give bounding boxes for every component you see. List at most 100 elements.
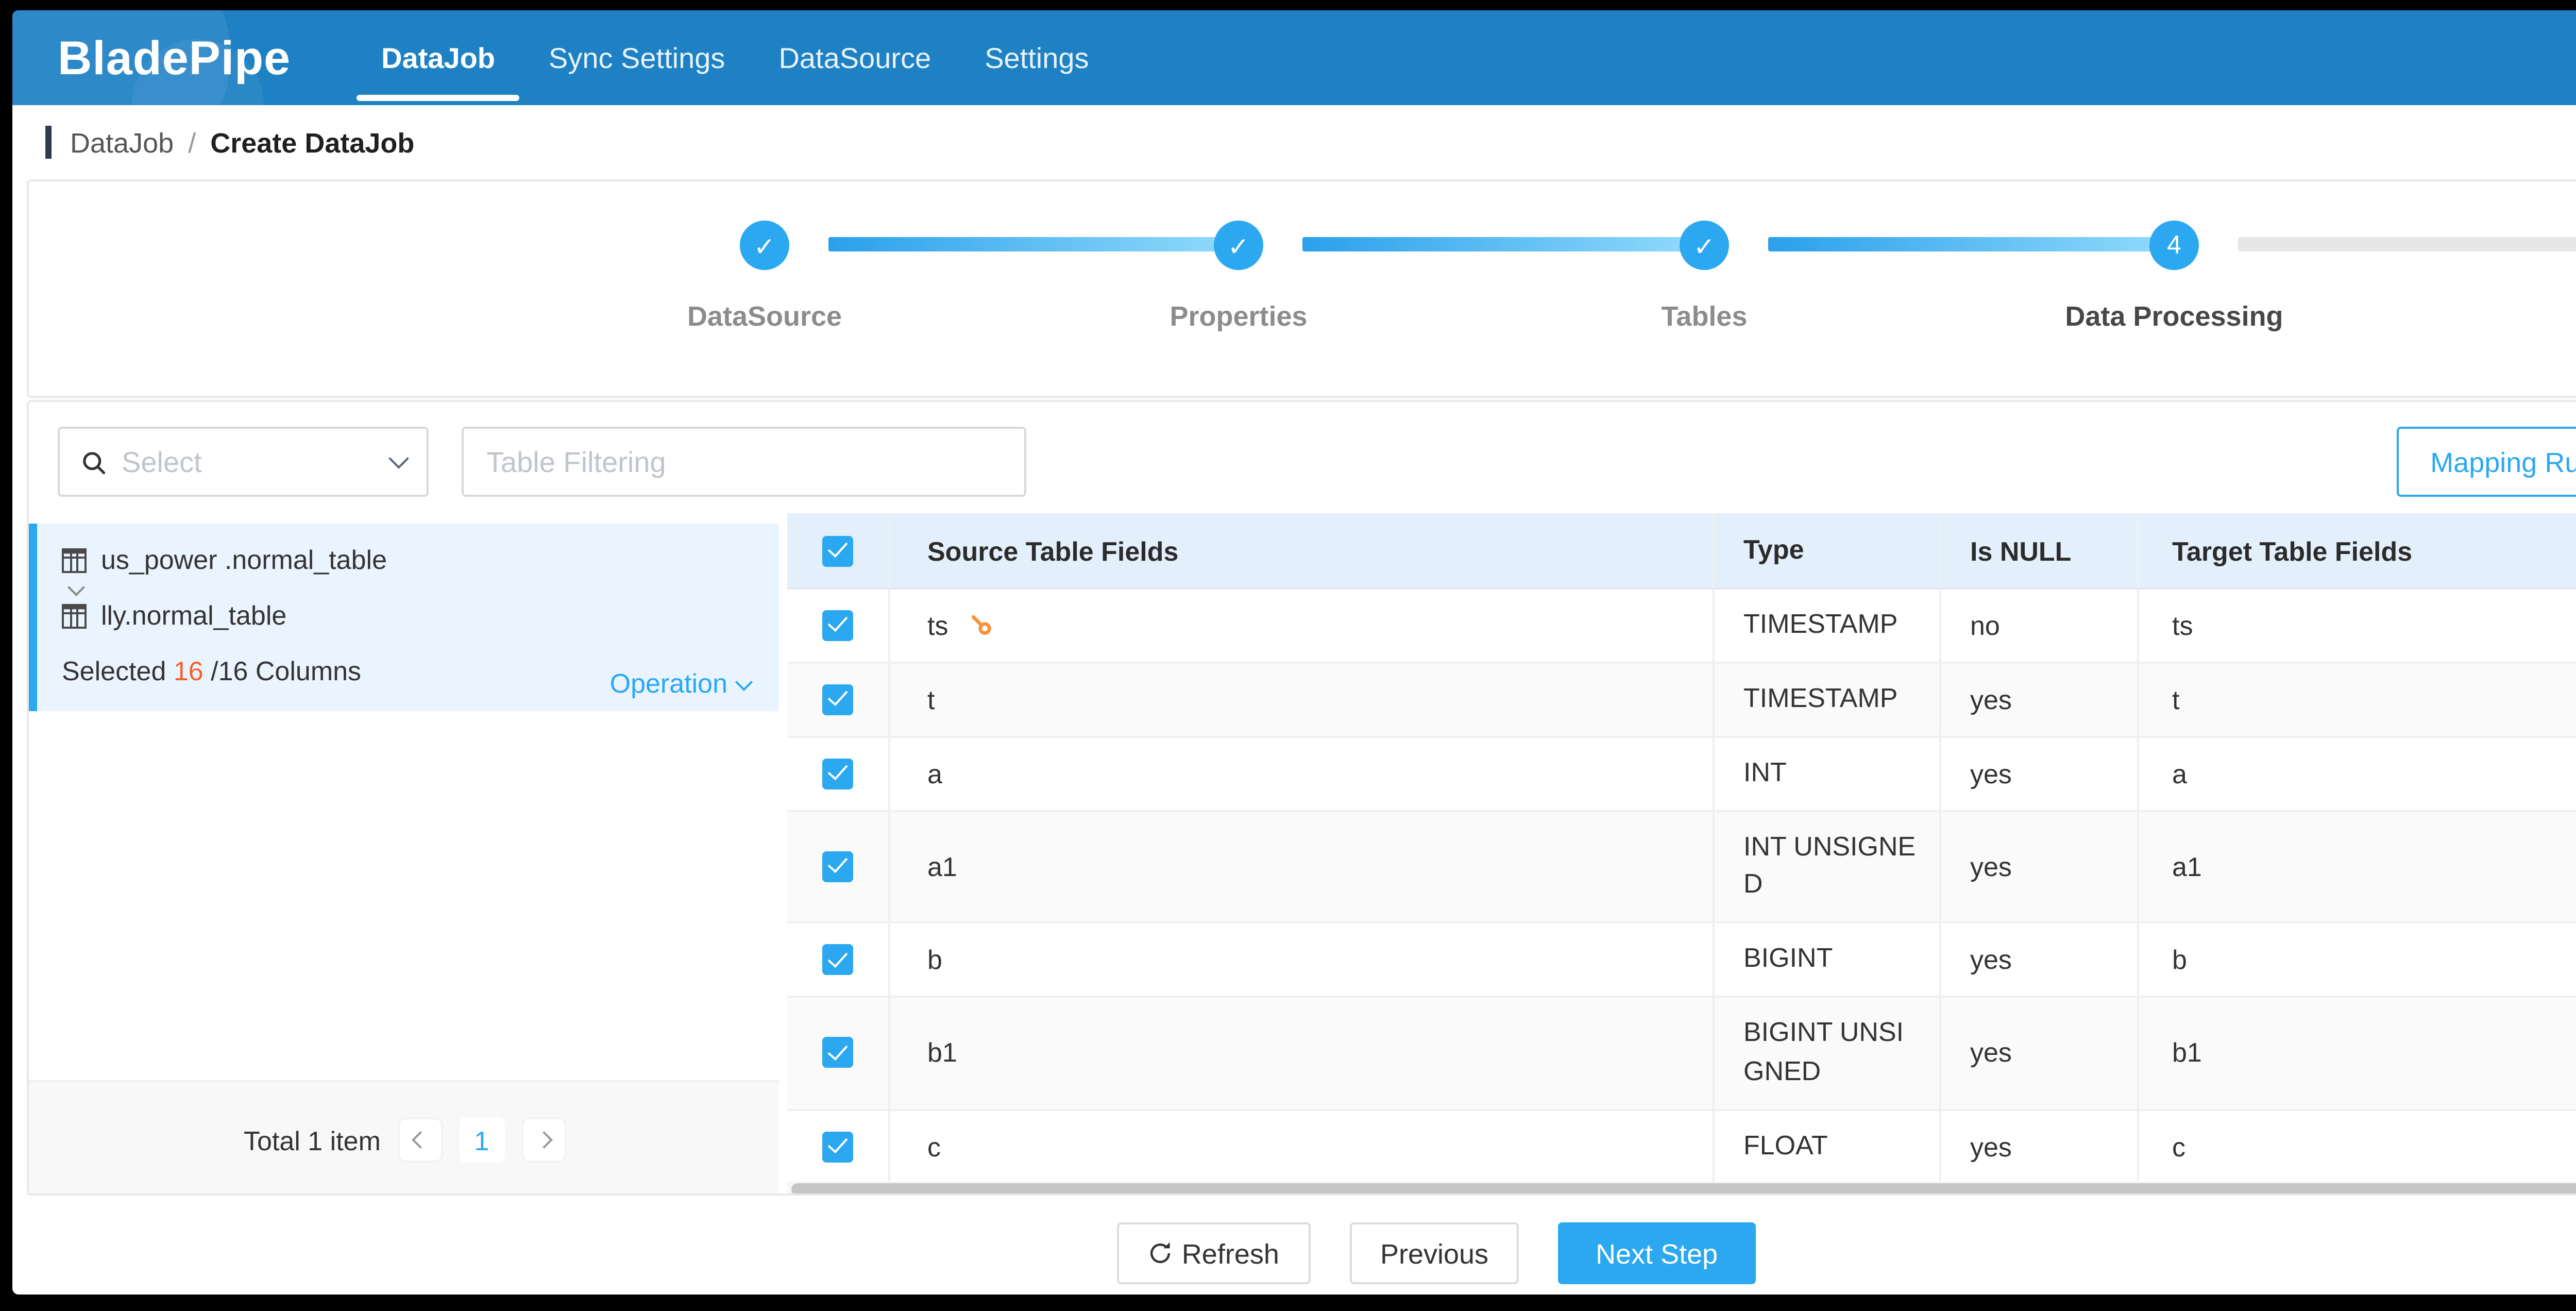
breadcrumb-accent-bar [45,126,52,159]
row-checkbox[interactable] [822,1131,853,1162]
nav-item-datasource[interactable]: DataSource [778,41,931,74]
source-field-cell: b [890,923,1715,996]
source-field-name: b1 [927,1037,957,1069]
target-field-select[interactable]: c [2139,1111,2576,1182]
source-field-name: t [927,684,935,715]
previous-button[interactable]: Previous [1349,1222,1520,1284]
pagination-page-1[interactable]: 1 [459,1117,504,1163]
top-nav: BladePipe DataJob Sync Settings DataSour… [12,10,2576,105]
target-field-name: b [2172,944,2187,976]
row-checkbox-cell [787,998,890,1108]
selected-count: 16 [173,656,204,686]
table-row: b1 BIGINT UNSIGNED yes b1 BIGINT yes [787,998,2576,1111]
target-field-select[interactable]: a [2139,737,2576,809]
step-4-circle: 4 [2149,221,2199,270]
operation-dropdown[interactable]: Operation [610,668,753,699]
next-step-button[interactable]: Next Step [1558,1222,1755,1284]
source-field-name: b [927,944,942,976]
source-field-cell: a [890,737,1715,810]
pagination-prev-button[interactable] [399,1119,440,1161]
nav-item-datajob[interactable]: DataJob [356,10,521,105]
table-filtering-input[interactable] [462,427,1026,497]
app-logo: BladePipe [58,30,291,83]
row-checkbox-cell [787,923,890,996]
refresh-button[interactable]: Refresh [1117,1222,1310,1284]
source-isnull-cell: yes [1941,923,2139,996]
source-field-cell: t [890,663,1715,735]
row-checkbox[interactable] [822,944,853,976]
table-list-panel: us_power .normal_table lly.normal_table … [29,513,779,1194]
row-checkbox-cell [787,590,890,662]
target-field-name: a [2172,758,2187,789]
page-title: Create DataJob [210,127,415,158]
row-checkbox[interactable] [822,758,853,789]
target-table-name: lly.normal_table [101,600,287,631]
breadcrumb: DataJob / Create DataJob [12,105,2576,179]
source-type-cell: FLOAT [1715,1111,1941,1183]
refresh-icon [1151,1242,1171,1264]
target-field-select[interactable]: b1 [2139,998,2576,1108]
chevron-left-icon [411,1131,429,1149]
select-all-checkbox[interactable] [822,535,853,566]
source-type-cell: BIGINT [1715,923,1941,996]
source-isnull-cell: yes [1941,737,2139,810]
select-dropdown[interactable]: Select [58,427,429,497]
step-5-label: Creation [2475,301,2576,332]
table-row: t TIMESTAMP yes t TIMESTAMP yes [787,663,2576,737]
row-checkbox[interactable] [822,610,853,641]
step-1-label: DataSource [687,301,842,332]
table-row: a1 INT UNSIGNED yes a1 INT yes [787,811,2576,924]
step-connector-1 [828,237,1224,251]
pagination: Total 1 item 1 [29,1080,779,1194]
footer-actions: Refresh Previous Next Step [12,1222,2576,1284]
field-mapping-table: Source Table Fields Type Is NULL Target … [787,513,2576,1194]
source-table-name: us_power .normal_table [101,544,387,575]
horizontal-scrollbar-thumb[interactable] [791,1183,2576,1194]
table-row: c FLOAT yes c FLOAT yes [787,1111,2576,1185]
header-checkbox-cell [787,513,890,587]
source-type-cell: BIGINT UNSIGNED [1715,998,1941,1108]
step-3-label: Tables [1661,301,1748,332]
chevron-down-icon [388,448,409,469]
source-type-cell: TIMESTAMP [1715,590,1941,662]
row-checkbox-cell [787,811,890,922]
target-field-select[interactable]: t [2139,663,2576,735]
source-table-row: us_power .normal_table [62,544,750,575]
breadcrumb-separator: / [188,127,196,158]
nav-item-sync-settings[interactable]: Sync Settings [549,41,725,74]
horizontal-scrollbar[interactable] [787,1181,2576,1194]
pagination-next-button[interactable] [522,1119,564,1161]
chevron-down-icon [67,579,85,596]
table-icon [62,603,87,628]
source-field-name: a [927,758,942,789]
target-field-select[interactable]: b [2139,924,2576,996]
row-checkbox[interactable] [822,1037,853,1069]
target-field-select[interactable]: a1 [2139,811,2576,922]
table-pair-item[interactable]: us_power .normal_table lly.normal_table … [29,524,779,711]
search-icon [83,451,106,474]
header-source-type: Type [1715,513,1941,587]
selected-columns-text: Selected 16 /16 Columns [62,656,362,686]
source-field-name: a1 [927,851,957,882]
source-isnull-cell: no [1941,590,2139,662]
source-isnull-cell: yes [1941,811,2139,922]
footer-buttons-group: Refresh Previous Next Step [1117,1222,1755,1284]
key-icon [972,616,992,636]
chevron-right-icon [534,1131,552,1149]
breadcrumb-parent[interactable]: DataJob [70,127,174,158]
source-field-cell: ts [890,590,1715,662]
step-4-label: Data Processing [2065,301,2283,332]
step-1-circle: ✓ [740,221,789,270]
row-checkbox[interactable] [822,851,853,882]
target-field-name: t [2172,684,2180,715]
row-checkbox[interactable] [822,684,853,715]
wizard-stepper: ✓ ✓ ✓ 4 5 DataSource Properties Tables D… [27,179,2576,398]
source-field-cell: a1 [890,811,1715,922]
table-icon [62,547,87,572]
header-target-fields: Target Table Fields [2139,513,2576,587]
mapping-rules-button[interactable]: Mapping Rules [2397,427,2576,497]
target-field-select[interactable]: ts [2139,590,2576,661]
source-type-cell: INT UNSIGNED [1715,811,1941,922]
nav-item-settings[interactable]: Settings [985,41,1089,74]
